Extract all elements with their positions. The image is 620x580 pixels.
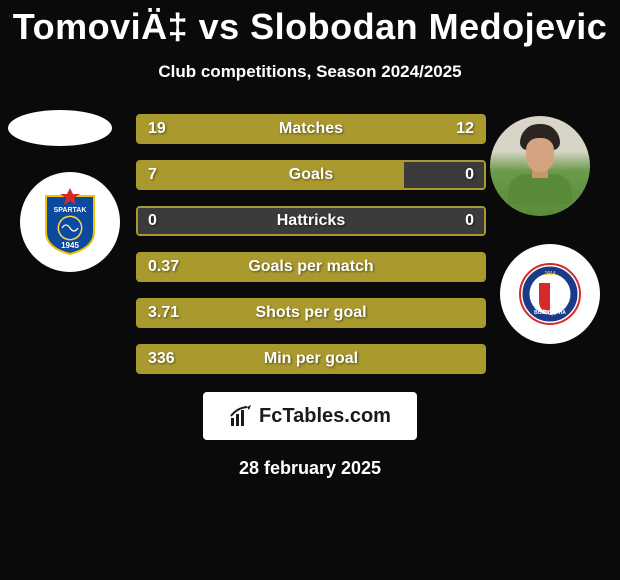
svg-text:ВОЈВОДИНА: ВОЈВОДИНА (534, 310, 566, 316)
stat-row: 0.37Goals per match (136, 252, 486, 282)
spartak-shield-icon: SPARTAK 1945 (42, 188, 98, 256)
stat-bars: 19Matches127Goals00Hattricks00.37Goals p… (136, 114, 486, 390)
stat-value-right: 0 (465, 208, 474, 234)
player-right-avatar (490, 116, 590, 216)
stat-row: 19Matches12 (136, 114, 486, 144)
stat-label: Min per goal (138, 346, 484, 372)
club-right-badge: 1914 ВОЈВОДИНА ВОЈВОДИНА (500, 244, 600, 344)
player-right-face-icon (514, 124, 566, 189)
stat-row: 0Hattricks0 (136, 206, 486, 236)
brand-text: FcTables.com (259, 405, 391, 428)
stat-label: Goals (138, 162, 484, 188)
stat-row: 336Min per goal (136, 344, 486, 374)
page-title: TomoviÄ‡ vs Slobodan Medojevic (0, 0, 620, 48)
stat-label: Matches (138, 116, 484, 142)
svg-text:1945: 1945 (61, 241, 79, 250)
vojvodina-shield-icon: 1914 ВОЈВОДИНА ВОЈВОДИНА (519, 263, 581, 325)
footer-date: 28 february 2025 (0, 458, 620, 479)
stat-value-right: 12 (456, 116, 474, 142)
stat-label: Hattricks (138, 208, 484, 234)
stat-row: 7Goals0 (136, 160, 486, 190)
stat-label: Goals per match (138, 254, 484, 280)
page-subtitle: Club competitions, Season 2024/2025 (0, 62, 620, 82)
stat-row: 3.71Shots per goal (136, 298, 486, 328)
brand-badge[interactable]: FcTables.com (203, 392, 417, 440)
player-left-avatar (8, 110, 112, 146)
stat-value-right: 0 (465, 162, 474, 188)
club-left-badge: SPARTAK 1945 (20, 172, 120, 272)
svg-text:1914: 1914 (544, 271, 555, 277)
fctables-logo-icon (229, 404, 253, 428)
svg-text:SPARTAK: SPARTAK (54, 207, 87, 214)
stat-label: Shots per goal (138, 300, 484, 326)
comparison-panel: SPARTAK 1945 1914 ВОЈВОДИНА ВОЈВОДИ (0, 110, 620, 380)
